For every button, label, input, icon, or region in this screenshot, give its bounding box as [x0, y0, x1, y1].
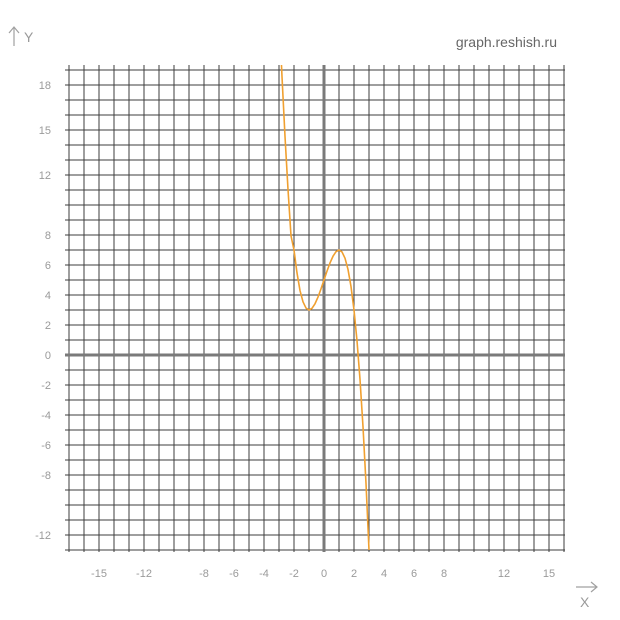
x-axis-name: X [580, 594, 590, 610]
y-tick-label: 8 [45, 230, 51, 242]
y-tick-labels: 18 15 12 8 6 4 2 0 -2 -4 -6 -8 -12 [35, 80, 51, 542]
x-tick-label: -8 [199, 568, 209, 580]
x-tick-label: 15 [543, 568, 555, 580]
y-tick-label: 15 [39, 125, 51, 137]
y-tick-label: -8 [41, 470, 51, 482]
y-tick-label: 0 [45, 350, 51, 362]
curve-layer [280, 65, 370, 551]
y-tick-label: -2 [41, 380, 51, 392]
x-tick-label: -4 [259, 568, 269, 580]
y-axis-name: Y [24, 29, 34, 45]
x-tick-label: 0 [321, 568, 327, 580]
axes [65, 65, 565, 552]
y-tick-label: -4 [41, 410, 51, 422]
y-tick-label: 2 [45, 320, 51, 332]
x-tick-label: 6 [411, 568, 417, 580]
y-tick-label: -12 [35, 530, 51, 542]
x-tick-label: 2 [351, 568, 357, 580]
x-tick-label: -2 [289, 568, 299, 580]
site-watermark[interactable]: graph.reshish.ru [456, 34, 557, 50]
function-curve [280, 65, 370, 551]
x-tick-label: 4 [381, 568, 387, 580]
x-tick-labels: -15 -12 -8 -6 -4 -2 0 2 4 6 8 12 15 [91, 568, 555, 580]
y-tick-label: 4 [45, 290, 51, 302]
y-tick-label: -6 [41, 440, 51, 452]
y-axis-arrow-icon [8, 26, 20, 46]
x-tick-label: -15 [91, 568, 107, 580]
y-tick-label: 18 [39, 80, 51, 92]
x-tick-label: -6 [229, 568, 239, 580]
x-tick-label: 12 [498, 568, 510, 580]
y-tick-label: 6 [45, 260, 51, 272]
x-axis-arrow-icon [576, 581, 598, 593]
y-tick-label: 12 [39, 170, 51, 182]
x-tick-label: 8 [441, 568, 447, 580]
x-tick-label: -12 [136, 568, 152, 580]
grid [65, 65, 565, 552]
